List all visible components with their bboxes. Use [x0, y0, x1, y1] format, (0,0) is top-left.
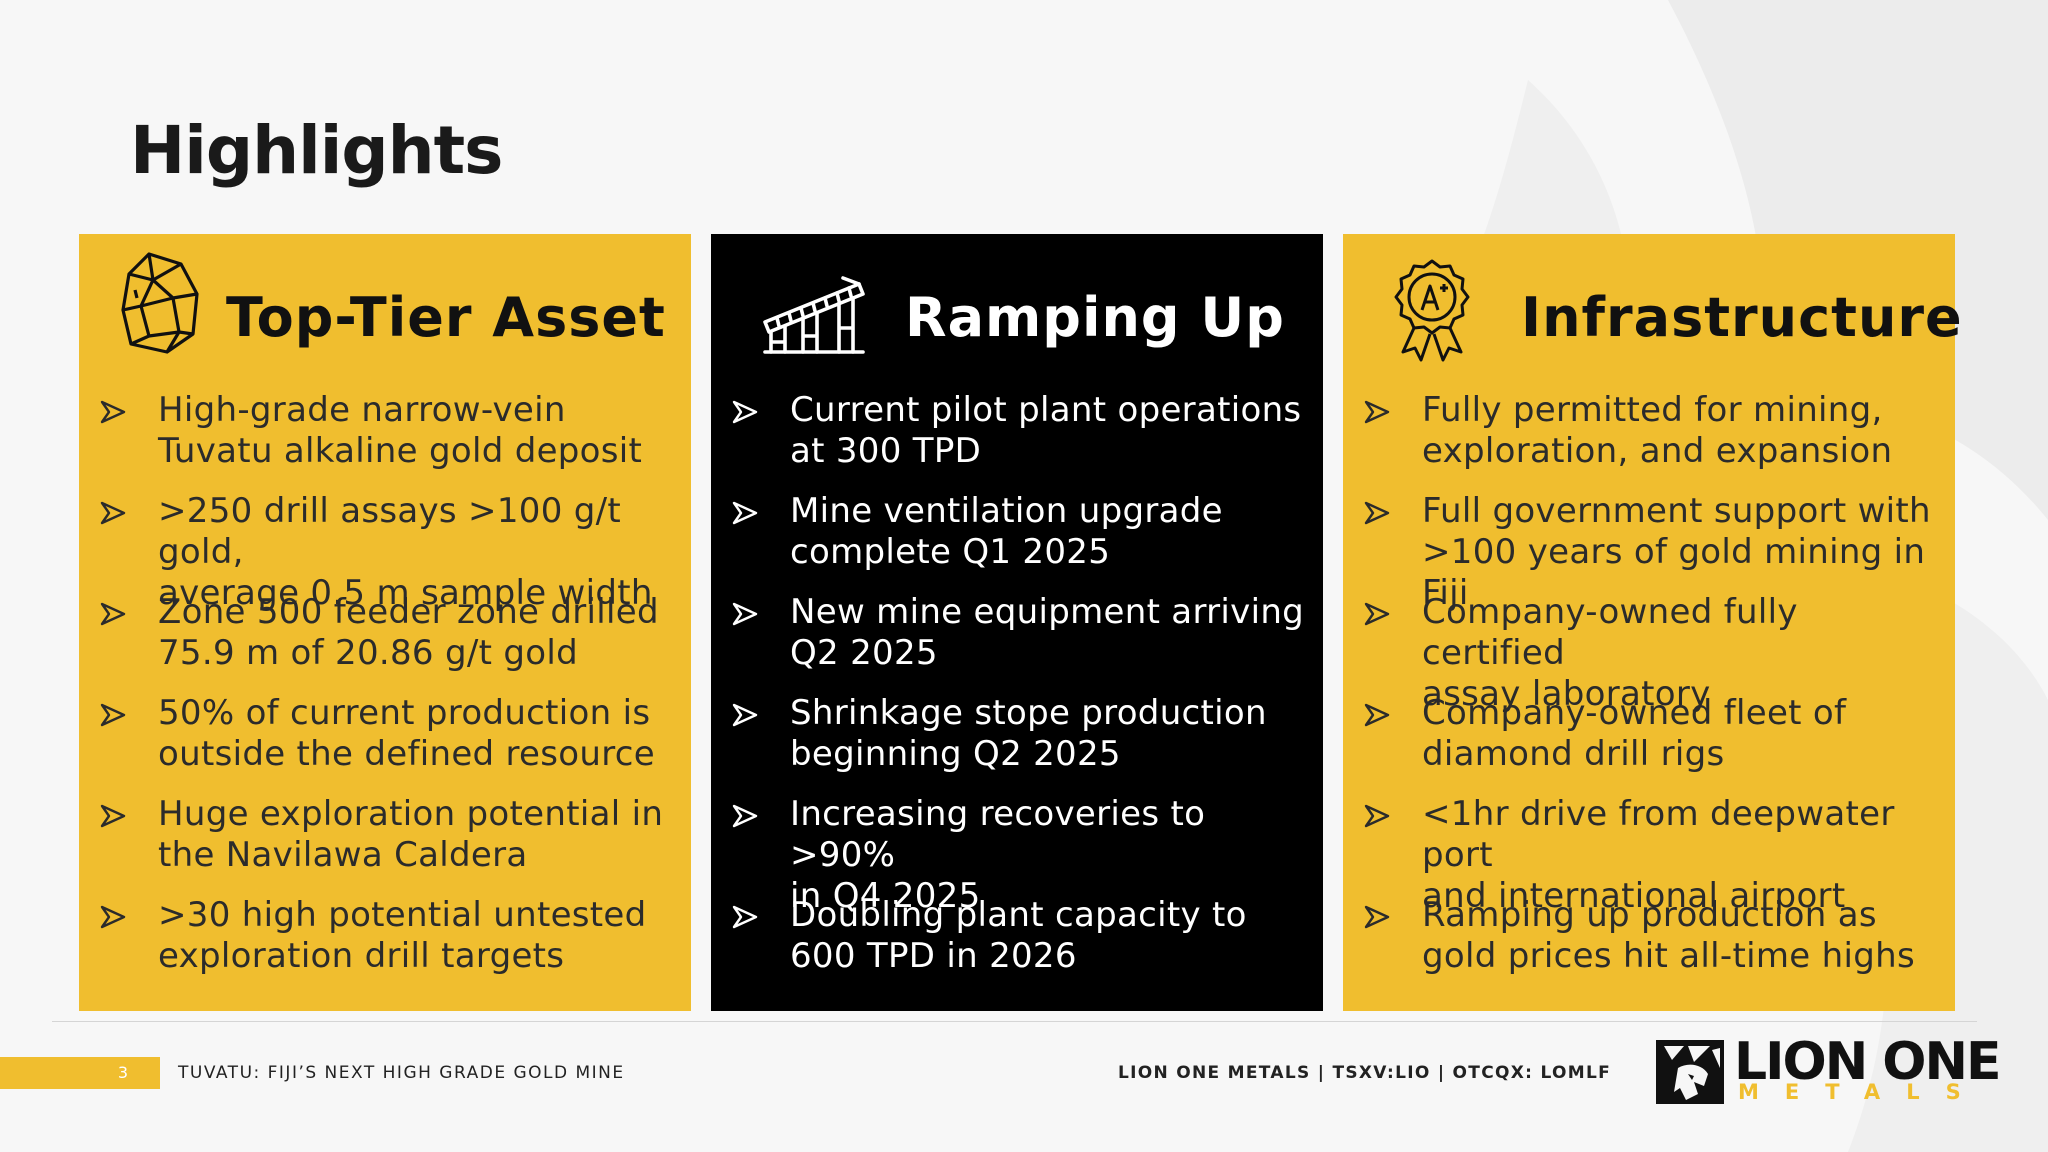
list-item: Huge exploration potential in the Navila… [97, 794, 681, 895]
arrow-bullet-icon [100, 905, 126, 929]
arrow-bullet-icon [732, 804, 758, 828]
list-item: New mine equipment arriving Q2 2025 [729, 592, 1313, 693]
list-item: <1hr drive from deepwater port and inter… [1361, 794, 1945, 916]
footer-company-tickers: LION ONE METALS | TSXV:LIO | OTCQX: LOML… [1118, 1063, 1611, 1083]
bullet-text: 50% of current production is outside the… [158, 693, 655, 774]
arrow-bullet-icon [100, 804, 126, 828]
bullet-text: Increasing recoveries to >90% in Q4 2025 [790, 794, 1206, 916]
list-item: Shrinkage stope production beginning Q2 … [729, 693, 1313, 794]
conveyor-icon [763, 276, 865, 354]
arrow-bullet-icon [100, 602, 126, 626]
list-item: Company-owned fully certified assay labo… [1361, 592, 1945, 714]
bullet-text: >30 high potential untested exploration … [158, 895, 647, 976]
arrow-bullet-icon [732, 703, 758, 727]
arrow-bullet-icon [100, 703, 126, 727]
list-item: Fully permitted for mining, exploration,… [1361, 390, 1945, 491]
card-top-tier-asset: Top-Tier Asset High-grade narrow-vein Tu… [79, 234, 691, 1011]
logo-subtitle: METALS [1738, 1080, 1987, 1104]
list-item: Mine ventilation upgrade complete Q1 202… [729, 491, 1313, 592]
certified-badge-icon [1394, 259, 1470, 362]
arrow-bullet-icon [1364, 703, 1390, 727]
page-title: Highlights [130, 112, 503, 189]
list-item: Doubling plant capacity to 600 TPD in 20… [729, 895, 1313, 996]
arrow-bullet-icon [732, 905, 758, 929]
card-infrastructure: Infrastructure Fully permitted for minin… [1343, 234, 1962, 1011]
arrow-bullet-icon [1364, 400, 1390, 424]
bullet-text: New mine equipment arriving Q2 2025 [790, 592, 1305, 673]
lion-head-icon [1656, 1040, 1724, 1104]
arrow-bullet-icon [1364, 602, 1390, 626]
arrow-bullet-icon [732, 400, 758, 424]
bullet-text: High-grade narrow-vein Tuvatu alkaline g… [158, 390, 643, 471]
logo-name: LION ONE [1734, 1032, 2002, 1092]
card-title: Infrastructure [1521, 286, 1963, 349]
company-logo: LION ONE METALS [1654, 1032, 2002, 1106]
list-item: Current pilot plant operations at 300 TP… [729, 390, 1313, 491]
arrow-bullet-icon [1364, 501, 1390, 525]
bullet-text: Zone 500 feeder zone drilled 75.9 m of 2… [158, 592, 659, 673]
list-item: 50% of current production is outside the… [97, 693, 681, 794]
bullet-list: High-grade narrow-vein Tuvatu alkaline g… [97, 390, 681, 996]
bullet-text: Huge exploration potential in the Navila… [158, 794, 664, 875]
bullet-text: Fully permitted for mining, exploration,… [1422, 390, 1893, 471]
bullet-text: Shrinkage stope production beginning Q2 … [790, 693, 1267, 774]
arrow-bullet-icon [100, 400, 126, 424]
card-ramping-up: Ramping Up Current pilot plant operation… [711, 234, 1323, 1011]
list-item: Ramping up production as gold prices hit… [1361, 895, 1945, 996]
arrow-bullet-icon [1364, 804, 1390, 828]
page-number: 3 [0, 1057, 160, 1089]
bullet-text: Mine ventilation upgrade complete Q1 202… [790, 491, 1223, 572]
list-item: Full government support with >100 years … [1361, 491, 1945, 613]
list-item: Zone 500 feeder zone drilled 75.9 m of 2… [97, 592, 681, 693]
arrow-bullet-icon [732, 501, 758, 525]
list-item: Company-owned fleet of diamond drill rig… [1361, 693, 1945, 794]
bullet-text: >250 drill assays >100 g/t gold, average… [158, 491, 653, 613]
arrow-bullet-icon [1364, 905, 1390, 929]
bullet-text: Current pilot plant operations at 300 TP… [790, 390, 1302, 471]
bullet-text: Ramping up production as gold prices hit… [1422, 895, 1915, 976]
card-title: Top-Tier Asset [226, 286, 666, 349]
list-item: High-grade narrow-vein Tuvatu alkaline g… [97, 390, 681, 491]
bullet-text: Company-owned fleet of diamond drill rig… [1422, 693, 1847, 774]
arrow-bullet-icon [100, 501, 126, 525]
bullet-text: <1hr drive from deepwater port and inter… [1422, 794, 1895, 916]
card-title: Ramping Up [905, 286, 1285, 349]
list-item: >250 drill assays >100 g/t gold, average… [97, 491, 681, 613]
gem-rock-icon [121, 252, 199, 354]
bullet-list: Current pilot plant operations at 300 TP… [729, 390, 1313, 996]
footer-tagline: TUVATU: FIJI’S NEXT HIGH GRADE GOLD MINE [178, 1063, 625, 1083]
bullet-text: Full government support with >100 years … [1422, 491, 1931, 613]
bullet-list: Fully permitted for mining, exploration,… [1361, 390, 1945, 996]
arrow-bullet-icon [732, 602, 758, 626]
footer-divider [52, 1021, 1977, 1022]
list-item: >30 high potential untested exploration … [97, 895, 681, 996]
list-item: Increasing recoveries to >90% in Q4 2025 [729, 794, 1313, 916]
bullet-text: Company-owned fully certified assay labo… [1422, 592, 1798, 714]
bullet-text: Doubling plant capacity to 600 TPD in 20… [790, 895, 1247, 976]
